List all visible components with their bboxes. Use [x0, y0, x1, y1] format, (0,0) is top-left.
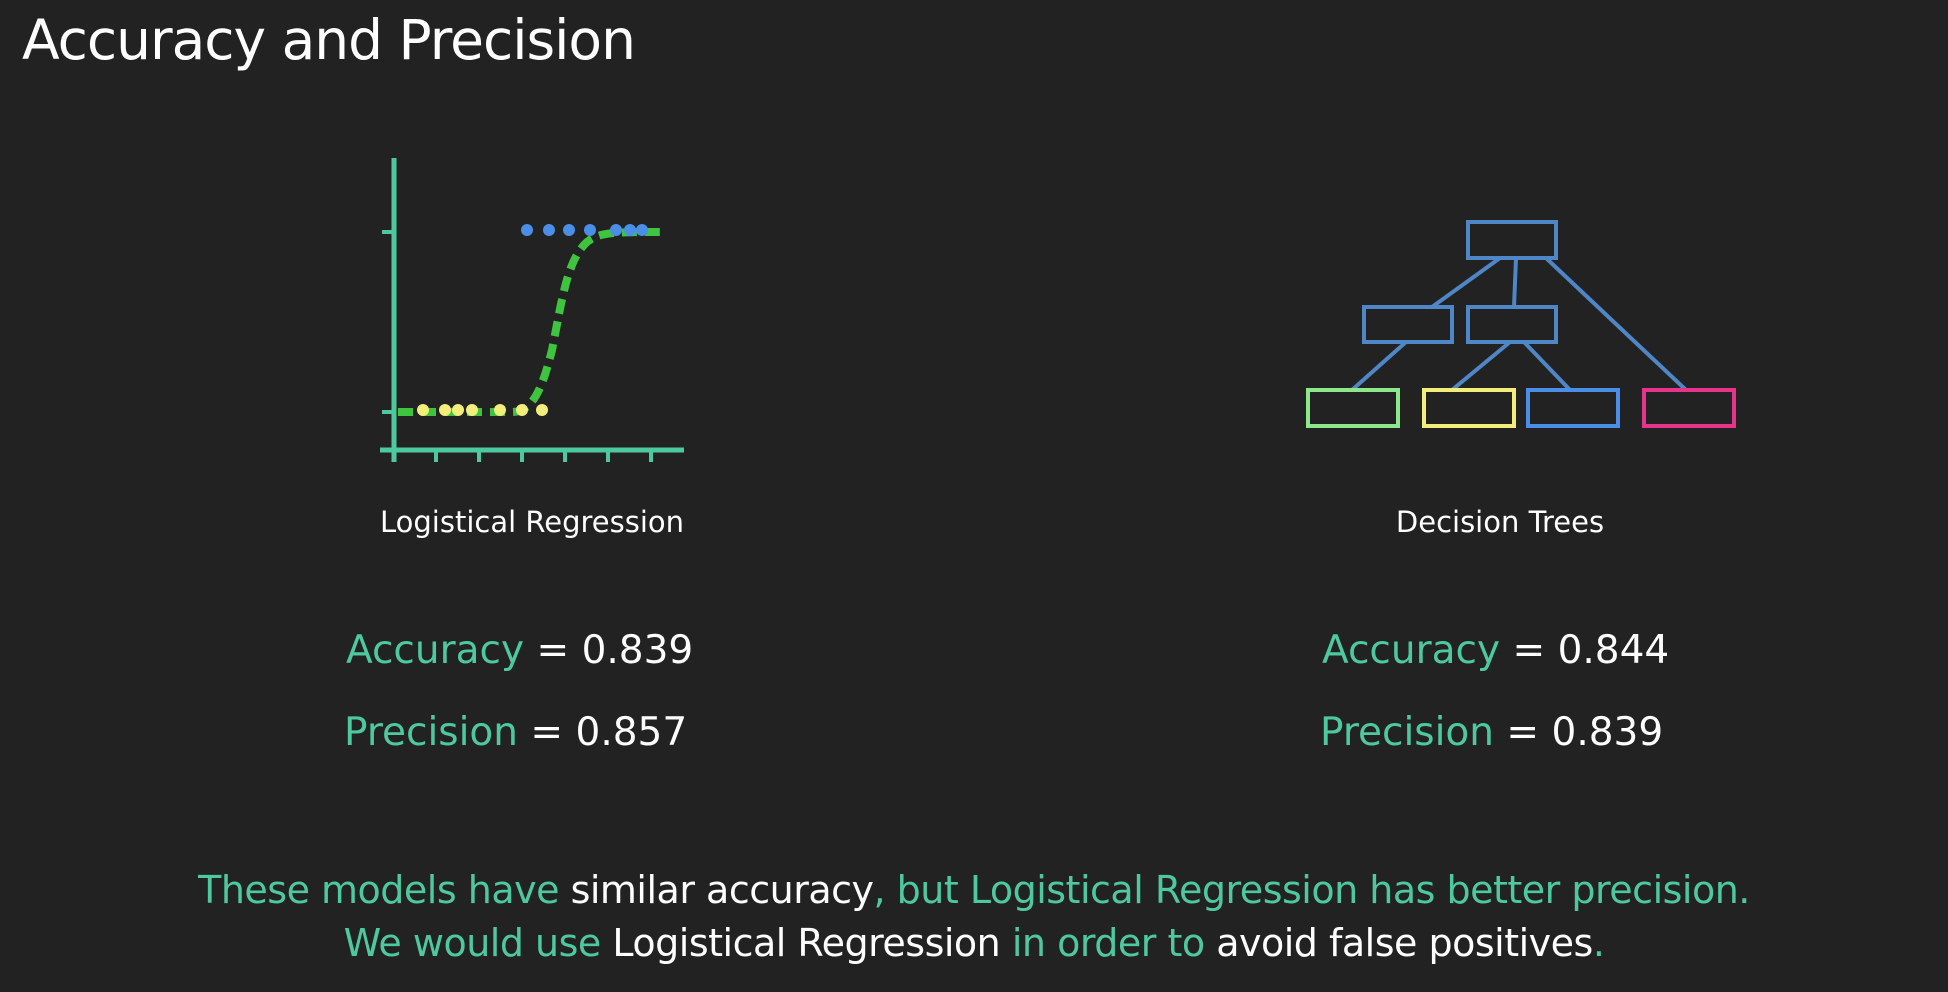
tree-edge	[1522, 340, 1572, 392]
tree-edge	[1544, 256, 1688, 392]
decision-tree-illustration	[1306, 220, 1736, 428]
equals-sign: =	[1506, 710, 1540, 755]
precision-value: 0.839	[1551, 710, 1664, 755]
data-point	[543, 224, 555, 236]
data-point	[536, 404, 548, 416]
summary-emphasis: Logistical Regression	[612, 921, 1001, 965]
summary-line-1: These models have similar accuracy, but …	[0, 868, 1948, 912]
data-point	[636, 224, 648, 236]
accuracy-label: Accuracy	[346, 628, 525, 673]
logistic-regression-caption: Logistical Regression	[379, 505, 685, 539]
precision-label: Precision	[1320, 710, 1495, 755]
precision-value: 0.857	[575, 710, 688, 755]
summary-emphasis: similar accuracy	[570, 868, 874, 912]
summary-text: , but Logistical Regression has better p…	[873, 868, 1750, 912]
decision-trees-precision: Precision = 0.839	[1320, 710, 1663, 755]
tree-edge	[1430, 256, 1502, 309]
data-point	[563, 224, 575, 236]
decision-trees-accuracy: Accuracy = 0.844	[1322, 628, 1669, 673]
leaf-node-yellow	[1422, 388, 1516, 428]
negative-class-points	[417, 404, 548, 416]
chart-axes	[380, 158, 684, 462]
decision-trees-caption: Decision Trees	[1395, 505, 1605, 539]
logistic-regression-illustration	[380, 158, 684, 462]
summary-text: These models have	[198, 868, 571, 912]
data-point	[584, 224, 596, 236]
data-point	[452, 404, 464, 416]
tree-edge	[1512, 257, 1518, 308]
data-point	[439, 404, 451, 416]
summary-text: in order to	[1000, 921, 1217, 965]
equals-sign: =	[536, 628, 570, 673]
internal-node	[1466, 305, 1558, 344]
tree-edge	[1350, 340, 1408, 392]
equals-sign: =	[530, 710, 564, 755]
accuracy-label: Accuracy	[1322, 628, 1501, 673]
summary-line-2: We would use Logistical Regression in or…	[0, 921, 1948, 965]
data-point	[521, 224, 533, 236]
data-point	[624, 224, 636, 236]
sigmoid-curve	[398, 228, 668, 416]
data-point	[417, 404, 429, 416]
equals-sign: =	[1512, 628, 1546, 673]
logistic-regression-precision: Precision = 0.857	[344, 710, 687, 755]
summary-text: We would use	[343, 921, 613, 965]
leaf-node-green	[1306, 388, 1400, 428]
tree-edge	[1450, 340, 1512, 392]
data-point	[466, 404, 478, 416]
accuracy-value: 0.839	[581, 628, 694, 673]
accuracy-value: 0.844	[1557, 628, 1670, 673]
precision-label: Precision	[344, 710, 519, 755]
data-point	[494, 404, 506, 416]
leaf-node-pink	[1642, 388, 1736, 428]
leaf-node-blue	[1526, 388, 1620, 428]
logistic-regression-accuracy: Accuracy = 0.839	[346, 628, 693, 673]
root-node	[1466, 220, 1558, 260]
internal-node	[1362, 305, 1454, 344]
data-point	[516, 404, 528, 416]
positive-class-points	[521, 224, 648, 236]
summary-emphasis: avoid false positives	[1216, 921, 1593, 965]
tree-nodes	[1306, 220, 1736, 428]
summary-text: .	[1592, 921, 1605, 965]
tree-edges	[1350, 256, 1688, 392]
data-point	[610, 224, 622, 236]
slide-title: Accuracy and Precision	[22, 8, 636, 72]
